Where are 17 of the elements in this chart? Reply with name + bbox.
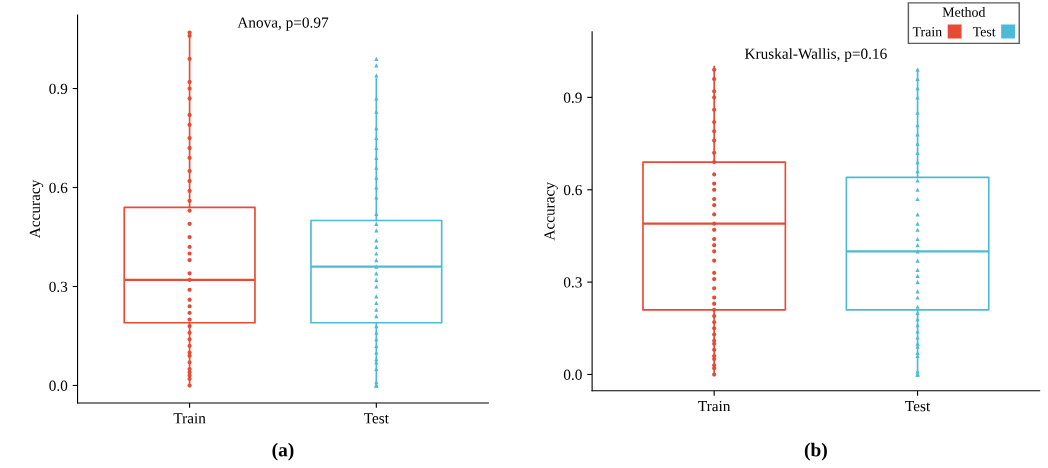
- annotation: Kruskal-Wallis, p=0.16: [744, 48, 887, 62]
- y-tick-label: 0.0: [563, 369, 582, 380]
- y-tick-label: 0.6: [49, 182, 68, 194]
- y-axis-title: Accuracy: [544, 182, 558, 241]
- legend-title: Method: [942, 7, 986, 17]
- y-tick-label: 0.0: [49, 380, 68, 391]
- y-tick-label: 0.3: [49, 281, 68, 293]
- text: (b): [804, 442, 827, 461]
- y-axis-title: Accuracy: [29, 179, 44, 239]
- y-tick-label: 0.9: [563, 92, 582, 103]
- text: (a): [272, 442, 294, 461]
- y-tick-label: 0.9: [49, 83, 68, 95]
- legend-label: Test: [972, 27, 996, 37]
- legend-label: Train: [912, 27, 942, 37]
- annotation: Anova, p=0.97: [237, 17, 329, 31]
- y-tick-label: 0.3: [563, 277, 582, 288]
- y-tick-label: 0.6: [563, 184, 582, 196]
